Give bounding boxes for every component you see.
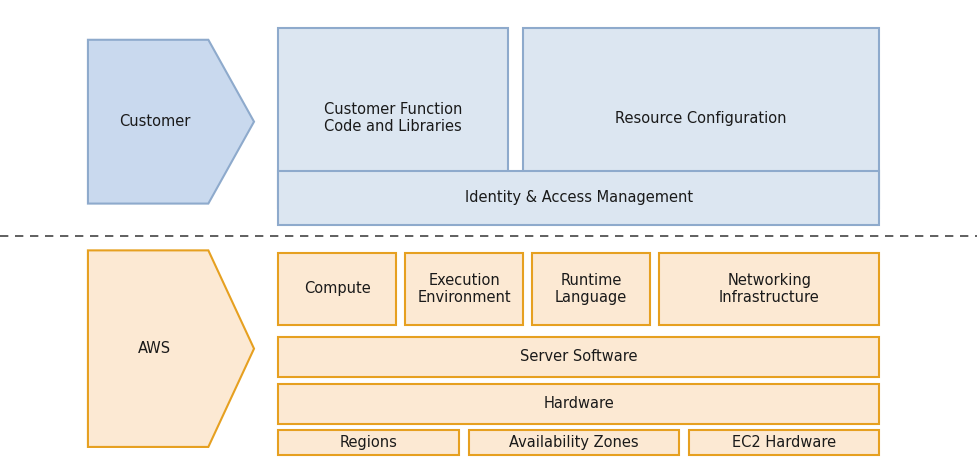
Text: Server Software: Server Software <box>520 349 638 365</box>
Text: Regions: Regions <box>340 435 398 450</box>
Bar <box>278 253 396 325</box>
Bar <box>278 430 459 455</box>
Polygon shape <box>88 250 254 447</box>
Bar <box>405 253 523 325</box>
Text: Customer Function
Code and Libraries: Customer Function Code and Libraries <box>324 102 462 134</box>
Text: Customer: Customer <box>118 114 191 129</box>
Bar <box>278 28 508 208</box>
Text: Networking
Infrastructure: Networking Infrastructure <box>719 273 820 305</box>
Text: Hardware: Hardware <box>543 396 615 411</box>
Bar <box>532 253 650 325</box>
Text: Execution
Environment: Execution Environment <box>417 273 511 305</box>
Bar <box>278 171 879 225</box>
Bar <box>469 430 679 455</box>
Text: EC2 Hardware: EC2 Hardware <box>732 435 836 450</box>
Bar <box>689 430 879 455</box>
Bar <box>659 253 879 325</box>
Bar <box>278 337 879 377</box>
Text: Availability Zones: Availability Zones <box>509 435 639 450</box>
Polygon shape <box>88 40 254 204</box>
Text: Identity & Access Management: Identity & Access Management <box>465 190 693 205</box>
Text: Runtime
Language: Runtime Language <box>555 273 627 305</box>
Bar <box>523 28 879 208</box>
Text: AWS: AWS <box>138 341 171 356</box>
Text: Resource Configuration: Resource Configuration <box>616 110 786 126</box>
Text: Compute: Compute <box>304 281 370 297</box>
Bar <box>278 384 879 424</box>
